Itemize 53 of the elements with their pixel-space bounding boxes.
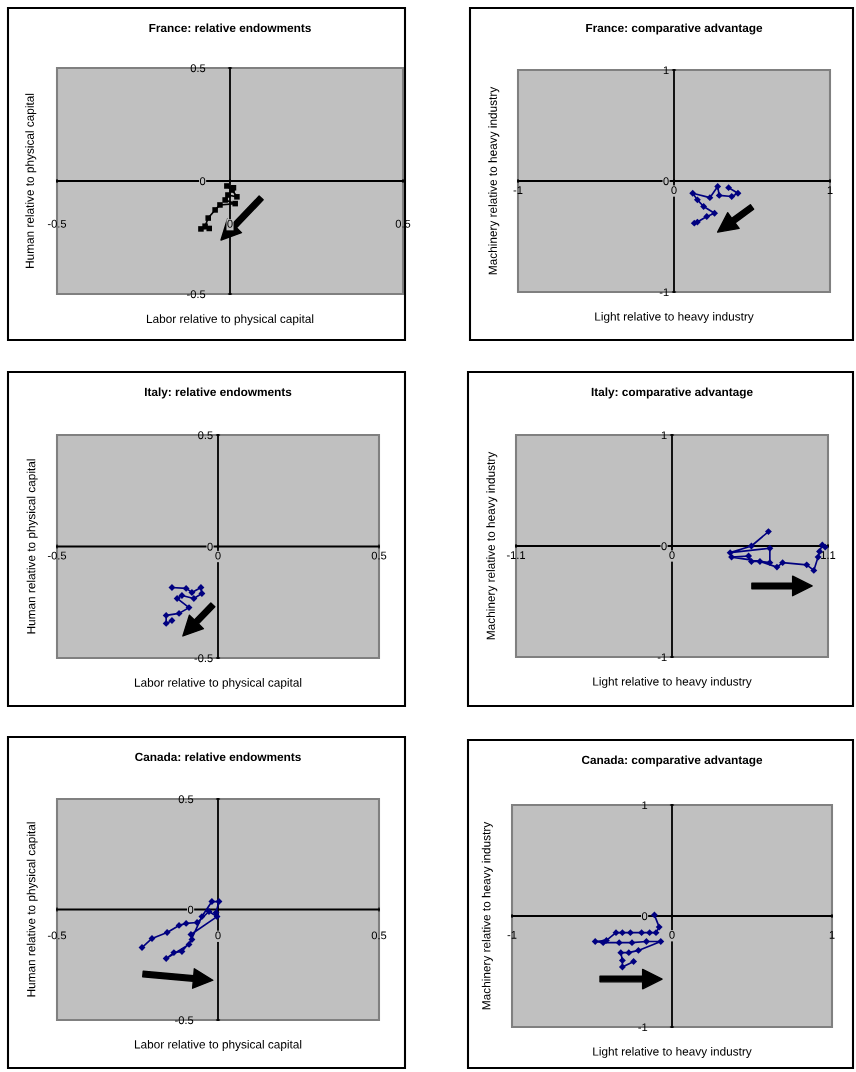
chart-title: Canada: comparative advantage: [581, 755, 763, 767]
x-tick-label: 0: [215, 551, 221, 560]
x-tick-label: 1.1: [821, 551, 836, 559]
y-axis-title: Human relative to physical capital: [25, 93, 37, 268]
x-tick-label: 0.5: [371, 551, 387, 560]
x-tick-label: 0.5: [371, 931, 387, 940]
x-tick-label: 1: [829, 930, 835, 939]
y-tick-label: -1: [657, 653, 667, 662]
x-axis-title: Labor relative to physical capital: [134, 678, 302, 690]
x-axis-title: Light relative to heavy industry: [595, 311, 754, 323]
y-axis-title: Human relative to physical capital: [26, 822, 38, 997]
x-tick-label: 0: [669, 551, 675, 560]
y-axis-title: Machinery relative to heavy industry: [486, 451, 498, 640]
x-tick-label: 0: [669, 930, 675, 939]
x-tick-label: -0.5: [47, 551, 67, 560]
x-tick-label: -1: [513, 186, 523, 194]
x-tick-label: -0.5: [47, 219, 67, 228]
chart-title: France: comparative advantage: [586, 23, 763, 35]
y-tick-label: 0: [199, 177, 206, 186]
x-axis-title: Labor relative to physical capital: [134, 1039, 302, 1051]
y-tick-label: -0.5: [194, 654, 213, 663]
x-tick-label: 1: [827, 186, 833, 194]
y-axis-title: Machinery relative to heavy industry: [481, 821, 493, 1010]
y-tick-label: -1: [659, 288, 669, 297]
y-tick-label: 0.5: [190, 64, 206, 73]
chart-title: Italy: relative endowments: [144, 387, 292, 399]
chart-title: Canada: relative endowments: [135, 752, 301, 762]
y-tick-label: -0.5: [187, 290, 206, 299]
x-tick-label: -0.5: [47, 931, 67, 940]
x-axis-title: Light relative to heavy industry: [593, 1046, 752, 1058]
x-tick-label: 0: [215, 931, 221, 940]
y-tick-label: -0.5: [175, 1016, 194, 1025]
y-tick-label: -1: [638, 1023, 648, 1032]
y-axis-title: Machinery relative to heavy industry: [488, 86, 500, 275]
x-axis-title: Labor relative to physical capital: [146, 314, 314, 326]
x-tick-label: 0: [671, 186, 677, 195]
x-tick-label: -1.1: [506, 551, 526, 559]
y-tick-label: 1: [661, 431, 667, 440]
y-axis-title: Human relative to physical capital: [26, 459, 38, 634]
y-tick-label: 0: [663, 177, 669, 186]
y-tick-label: 0.5: [198, 431, 213, 440]
y-tick-label: 0: [641, 912, 648, 921]
chart-title: Italy: comparative advantage: [591, 387, 753, 399]
y-tick-label: 1: [663, 66, 669, 75]
y-tick-label: 0: [207, 542, 213, 551]
x-tick-label: 0: [227, 219, 233, 228]
chart-title: France: relative endowments: [149, 23, 311, 33]
y-tick-label: 1: [642, 801, 648, 810]
y-tick-label: 0: [187, 905, 194, 914]
x-axis-title: Light relative to heavy industry: [593, 676, 752, 688]
y-tick-label: 0: [661, 542, 667, 551]
x-tick-label: -1: [507, 930, 517, 939]
y-tick-label: 0.5: [178, 795, 194, 804]
